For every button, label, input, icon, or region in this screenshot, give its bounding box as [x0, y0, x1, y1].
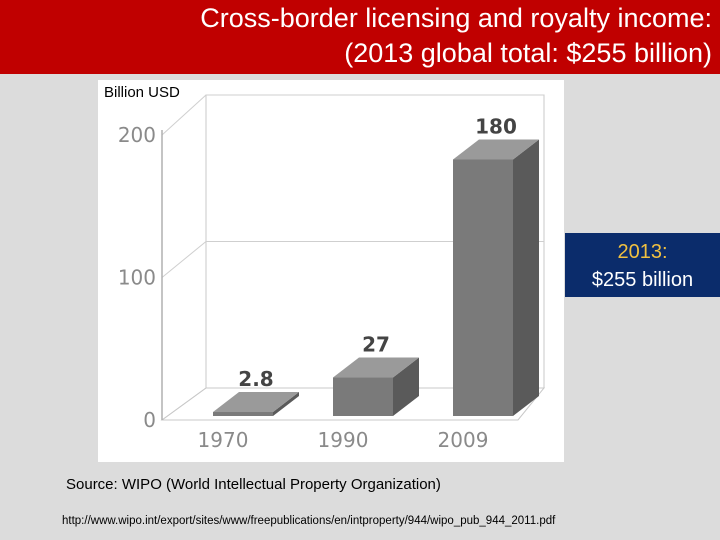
title-bar: Cross-border licensing and royalty incom…	[0, 0, 720, 74]
source-url[interactable]: http://www.wipo.int/export/sites/www/fre…	[62, 515, 556, 527]
total-callout: 2013: $255 billion	[565, 233, 720, 297]
chart-panel: 0 100 200 2.8 1970 27 1990 180 2009	[98, 80, 564, 462]
bar	[453, 159, 513, 416]
y-tick-label: 100	[118, 266, 156, 290]
y-tick-label: 0	[143, 408, 156, 432]
data-label: 2.8	[238, 367, 273, 391]
source-note: Source: WIPO (World Intellectual Propert…	[66, 476, 441, 493]
bar-top	[213, 392, 299, 413]
callout-year: 2013:	[617, 241, 668, 263]
x-tick-label: 1970	[198, 428, 249, 452]
title-line-2: (2013 global total: $255 billion)	[344, 38, 712, 68]
grid-line-depth	[161, 241, 207, 278]
unit-label: Billion USD	[104, 84, 180, 101]
bar-top	[453, 139, 539, 160]
bar-top	[333, 357, 419, 378]
bar-side	[393, 357, 419, 416]
y-tick-label: 200	[118, 123, 156, 147]
x-tick-label: 1990	[318, 428, 369, 452]
title-line-1: Cross-border licensing and royalty incom…	[200, 3, 712, 33]
chart-floor	[160, 387, 546, 421]
data-label: 180	[475, 115, 517, 139]
data-label: 27	[362, 333, 390, 357]
grid-line-depth	[161, 94, 207, 136]
bar-chart: 0 100 200 2.8 1970 27 1990 180 2009	[118, 94, 546, 452]
bar-side	[513, 139, 539, 416]
callout-value: $255 billion	[591, 269, 694, 291]
bar	[333, 377, 393, 416]
bar-side	[273, 392, 299, 416]
bar	[213, 412, 273, 416]
x-tick-label: 2009	[438, 428, 489, 452]
